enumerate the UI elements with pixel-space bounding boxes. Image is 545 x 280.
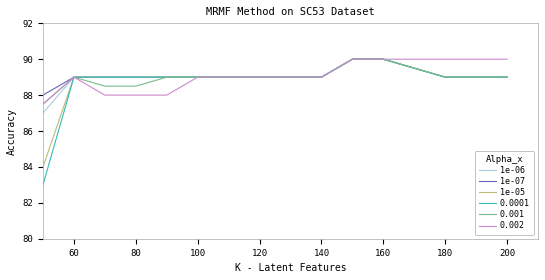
0.002	[71, 76, 77, 79]
1e-07	[195, 76, 201, 79]
0.001	[132, 85, 139, 88]
1e-07	[256, 76, 263, 79]
0.0001	[380, 57, 386, 61]
0.001	[380, 57, 386, 61]
0.0001	[101, 76, 108, 79]
1e-05	[318, 76, 325, 79]
1e-06	[132, 76, 139, 79]
0.002	[504, 57, 510, 61]
0.002	[349, 57, 356, 61]
0.0001	[40, 183, 46, 186]
1e-05	[256, 76, 263, 79]
1e-05	[380, 57, 386, 61]
0.001	[164, 76, 170, 79]
Y-axis label: Accuracy: Accuracy	[7, 108, 17, 155]
1e-07	[318, 76, 325, 79]
0.001	[504, 76, 510, 79]
Line: 0.0001: 0.0001	[43, 59, 507, 185]
0.002	[256, 76, 263, 79]
1e-07	[101, 76, 108, 79]
1e-07	[71, 76, 77, 79]
Line: 0.002: 0.002	[43, 59, 507, 104]
0.0001	[71, 76, 77, 79]
1e-05	[132, 76, 139, 79]
1e-05	[40, 165, 46, 169]
X-axis label: K - Latent Features: K - Latent Features	[235, 263, 346, 273]
1e-05	[101, 76, 108, 79]
1e-05	[442, 76, 449, 79]
Line: 1e-07: 1e-07	[43, 59, 507, 95]
0.0001	[349, 57, 356, 61]
1e-06	[380, 57, 386, 61]
0.001	[442, 76, 449, 79]
Line: 1e-05: 1e-05	[43, 59, 507, 167]
1e-07	[40, 94, 46, 97]
Line: 1e-06: 1e-06	[43, 59, 507, 113]
1e-05	[71, 76, 77, 79]
0.002	[132, 94, 139, 97]
0.002	[164, 94, 170, 97]
1e-05	[195, 76, 201, 79]
1e-07	[442, 76, 449, 79]
1e-06	[504, 76, 510, 79]
0.0001	[164, 76, 170, 79]
0.0001	[132, 76, 139, 79]
1e-07	[504, 76, 510, 79]
0.001	[101, 85, 108, 88]
0.0001	[195, 76, 201, 79]
0.0001	[318, 76, 325, 79]
0.001	[71, 76, 77, 79]
1e-06	[318, 76, 325, 79]
0.002	[195, 76, 201, 79]
1e-06	[442, 76, 449, 79]
0.002	[318, 76, 325, 79]
1e-06	[40, 111, 46, 115]
0.002	[101, 94, 108, 97]
1e-06	[349, 57, 356, 61]
0.002	[380, 57, 386, 61]
1e-07	[132, 76, 139, 79]
1e-06	[195, 76, 201, 79]
0.001	[318, 76, 325, 79]
0.001	[349, 57, 356, 61]
0.001	[256, 76, 263, 79]
1e-06	[101, 76, 108, 79]
1e-05	[504, 76, 510, 79]
0.002	[40, 102, 46, 106]
0.001	[40, 102, 46, 106]
0.001	[195, 76, 201, 79]
Line: 0.001: 0.001	[43, 59, 507, 104]
0.002	[442, 57, 449, 61]
1e-06	[164, 76, 170, 79]
Title: MRMF Method on SC53 Dataset: MRMF Method on SC53 Dataset	[206, 7, 375, 17]
1e-05	[164, 76, 170, 79]
1e-06	[256, 76, 263, 79]
1e-06	[71, 76, 77, 79]
1e-05	[349, 57, 356, 61]
0.0001	[256, 76, 263, 79]
1e-07	[349, 57, 356, 61]
0.0001	[504, 76, 510, 79]
1e-07	[380, 57, 386, 61]
Legend: 1e-06, 1e-07, 1e-05, 0.0001, 0.001, 0.002: 1e-06, 1e-07, 1e-05, 0.0001, 0.001, 0.00…	[475, 151, 534, 235]
1e-07	[164, 76, 170, 79]
0.0001	[442, 76, 449, 79]
